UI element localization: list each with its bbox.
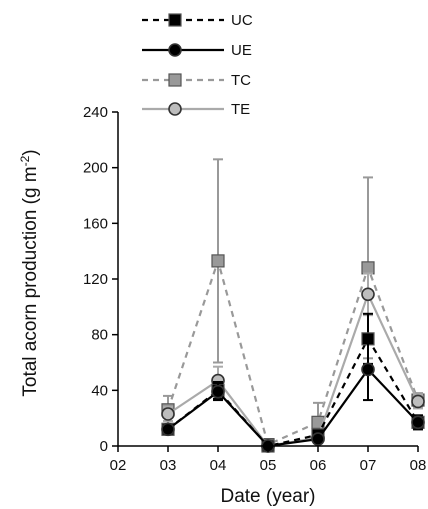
x-tick-label: 05: [260, 457, 277, 474]
data-point: [211, 254, 225, 268]
data-point: [311, 432, 325, 446]
series-uc: [161, 312, 425, 453]
series-ue: [161, 337, 425, 453]
y-axis-label-superscript: -2: [18, 155, 32, 166]
x-tick-label: 03: [160, 457, 177, 474]
y-tick-label: 120: [83, 271, 108, 288]
series-line: [167, 367, 419, 448]
x-tick-label: 02: [110, 457, 127, 474]
legend-label: TC: [231, 72, 251, 89]
legend-entry-te: TE: [142, 101, 250, 118]
data-point: [161, 422, 175, 437]
y-tick-label: 80: [91, 327, 108, 344]
series-line: [167, 291, 419, 448]
y-axis-label-main: Total acorn production (g m: [20, 166, 41, 396]
legend-entry-uc: UC: [142, 12, 253, 29]
legend-marker: [168, 73, 182, 87]
x-tick-label: 06: [310, 457, 327, 474]
data-point: [211, 384, 225, 399]
y-axis-label: Total acorn production (g m-2): [18, 149, 41, 396]
legend-marker: [168, 102, 182, 116]
legend-label: TE: [231, 101, 250, 118]
legend: UC UE TC TE: [142, 12, 253, 118]
legend-label: UC: [231, 12, 253, 29]
series-line: [167, 336, 419, 448]
x-tick-label: 04: [210, 457, 227, 474]
x-tick-label: 08: [410, 457, 427, 474]
legend-label: UE: [231, 42, 252, 59]
data-point: [411, 415, 425, 430]
data-point: [361, 261, 375, 275]
axes: 0 40 80 120 160 200 240 02 03 04 05 06 07 08: [83, 104, 426, 474]
y-tick-label: 0: [100, 438, 108, 455]
series-line: [166, 257, 420, 447]
data-point: [361, 362, 375, 377]
legend-marker: [168, 43, 182, 57]
data-point: [361, 287, 375, 302]
data-point: [161, 407, 175, 421]
x-ticks: 02 03 04 05 06 07 08: [110, 446, 427, 474]
series-te: [161, 272, 425, 453]
legend-entry-ue: UE: [142, 42, 252, 59]
y-tick-label: 40: [91, 382, 108, 399]
x-axis-label: Date (year): [220, 486, 315, 507]
data-point: [411, 394, 425, 409]
y-tick-label: 240: [83, 104, 108, 121]
legend-entry-tc: TC: [142, 72, 251, 89]
x-tick-label: 07: [360, 457, 377, 474]
y-tick-label: 160: [83, 215, 108, 232]
series-layer: [161, 158, 425, 453]
legend-marker: [168, 13, 182, 27]
y-axis-label-end: ): [20, 149, 41, 155]
series-tc: [161, 158, 425, 452]
y-tick-label: 200: [83, 160, 108, 177]
y-ticks: 0 40 80 120 160 200 240: [83, 104, 118, 455]
